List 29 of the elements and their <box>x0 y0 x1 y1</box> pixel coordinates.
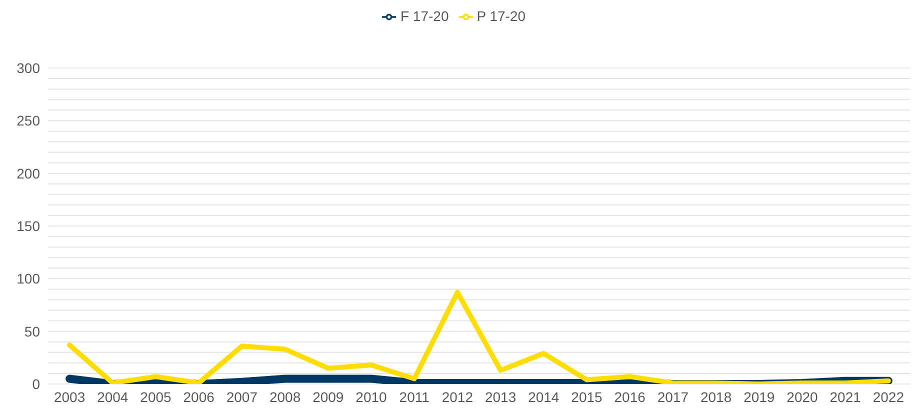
x-tick-label: 2015 <box>571 388 603 405</box>
y-tick-label: 0 <box>32 376 40 392</box>
x-tick-label: 2013 <box>484 388 516 405</box>
x-tick-label: 2004 <box>97 388 128 405</box>
x-tick-label: 2012 <box>442 388 474 405</box>
x-tick-label: 2020 <box>786 388 818 405</box>
y-tick-label: 50 <box>24 323 40 340</box>
x-tick-label: 2018 <box>700 388 732 405</box>
x-tick-label: 2022 <box>872 388 904 405</box>
x-tick-label: 2007 <box>226 388 258 405</box>
y-tick-label: 100 <box>16 270 40 287</box>
x-tick-label: 2006 <box>183 388 215 405</box>
x-tick-label: 2009 <box>312 388 344 405</box>
y-tick-label: 300 <box>16 60 40 76</box>
x-tick-label: 2005 <box>140 388 172 405</box>
legend-label: F 17-20 <box>400 8 449 24</box>
y-tick-label: 200 <box>16 165 40 182</box>
x-tick-label: 2021 <box>830 388 862 405</box>
x-tick-label: 2003 <box>54 388 86 405</box>
x-tick-label: 2016 <box>614 388 646 405</box>
x-tick-label: 2019 <box>744 388 775 405</box>
x-tick-label: 2017 <box>657 388 689 405</box>
x-tick-label: 2014 <box>528 388 560 405</box>
x-tick-label: 2011 <box>399 388 430 405</box>
legend-label: P 17-20 <box>476 8 526 24</box>
x-tick-label: 2010 <box>356 388 388 405</box>
x-tick-label: 2008 <box>269 388 301 405</box>
y-tick-label: 250 <box>16 112 40 129</box>
y-tick-label: 150 <box>16 218 40 234</box>
